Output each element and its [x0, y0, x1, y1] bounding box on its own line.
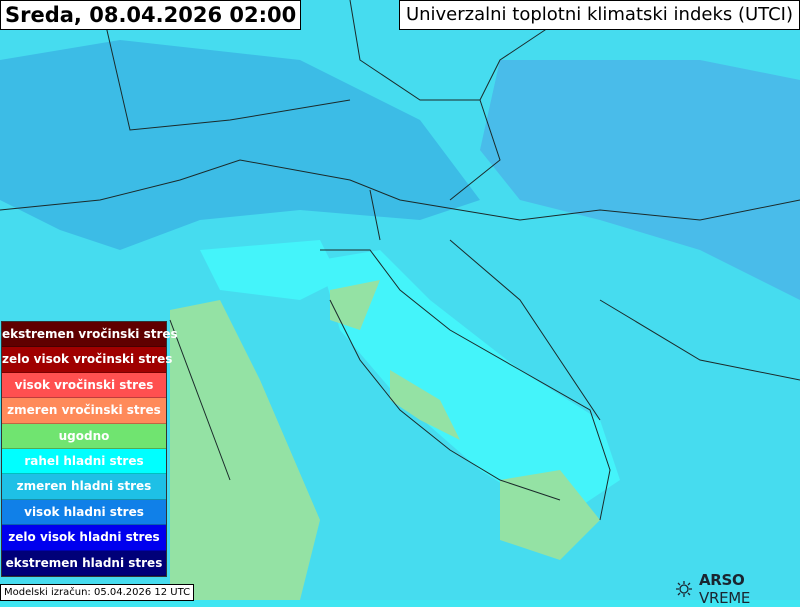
- comfort-zone-coast: [330, 280, 380, 330]
- arso-logo: ARSO VREME: [675, 571, 800, 607]
- legend-item: ekstremen vročinski stres: [2, 322, 178, 348]
- adriatic-sea: [320, 250, 620, 520]
- coastline: [169, 249, 611, 521]
- legend-item: zmeren hladni stres: [2, 474, 166, 500]
- comfort-zone-adriatic: [390, 370, 460, 440]
- map-title: Univerzalni toplotni klimatski indeks (U…: [398, 0, 800, 30]
- borders: [0, 0, 800, 421]
- alps-region: [0, 40, 480, 250]
- legend-item: ekstremen hladni stres: [2, 550, 166, 576]
- comfort-zone-south: [500, 470, 600, 560]
- legend-item: visok hladni stres: [2, 499, 166, 526]
- legend-item: rahel hladni stres: [2, 448, 166, 475]
- comfort-zone-west: [170, 300, 320, 600]
- forecast-date: Sreda, 08.04.2026 02:00: [0, 0, 302, 30]
- legend-item: zelo visok vročinski stres: [2, 347, 172, 373]
- legend: ekstremen vročinski stres zelo visok vro…: [1, 321, 178, 577]
- sun-cloud-icon: [675, 581, 692, 597]
- model-run-label: Modelski izračun: 05.04.2026 12 UTC: [0, 584, 195, 601]
- hungary-region: [480, 60, 800, 300]
- po-valley: [200, 240, 340, 300]
- legend-item: ugodno: [2, 423, 166, 449]
- legend-item: zmeren vročinski stres: [2, 398, 166, 424]
- legend-item: zelo visok hladni stres: [2, 525, 166, 551]
- legend-item: visok vročinski stres: [2, 372, 166, 399]
